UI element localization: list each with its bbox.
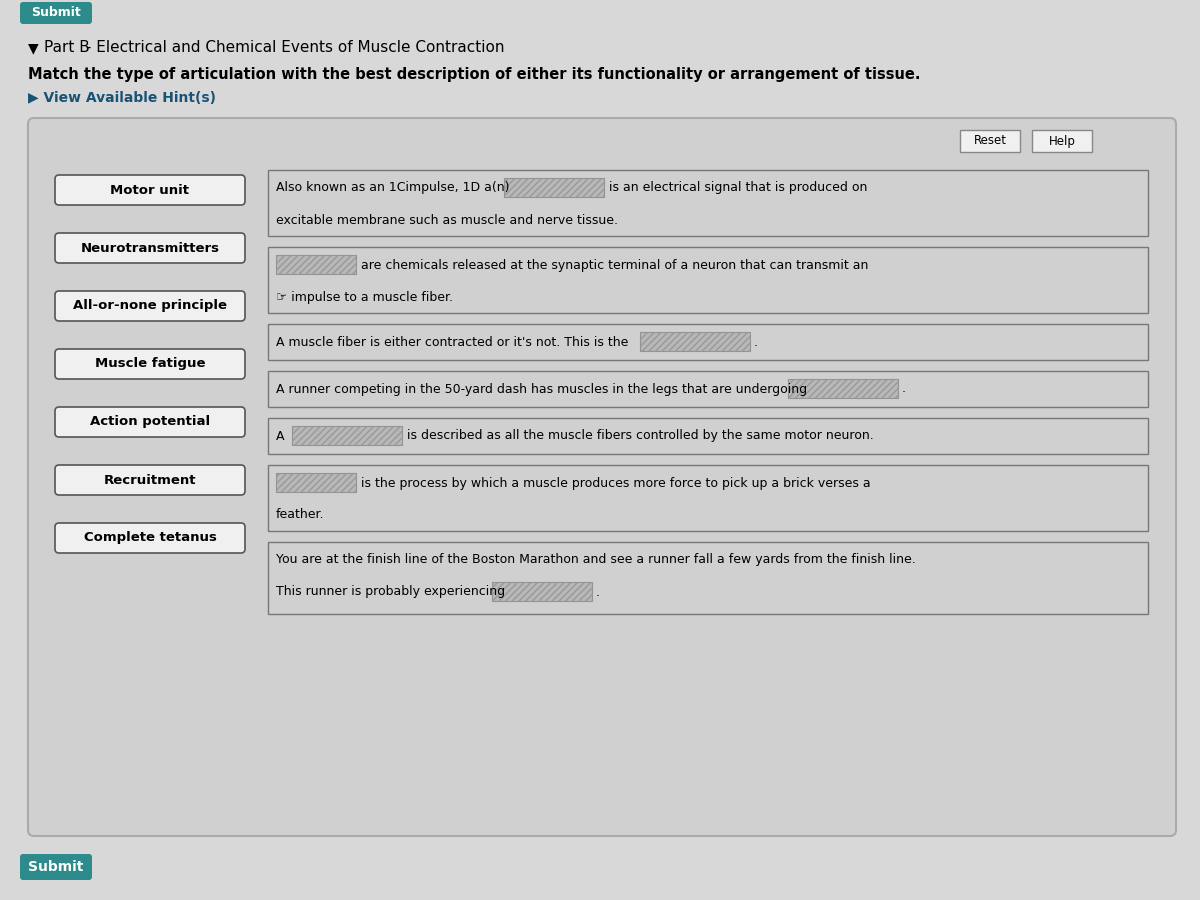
Text: Submit: Submit xyxy=(29,860,84,874)
Text: All-or-none principle: All-or-none principle xyxy=(73,300,227,312)
Text: Submit: Submit xyxy=(31,6,80,20)
Bar xyxy=(276,255,356,274)
Text: ▼: ▼ xyxy=(28,41,38,55)
Text: Muscle fatigue: Muscle fatigue xyxy=(95,357,205,371)
Bar xyxy=(292,426,402,445)
FancyBboxPatch shape xyxy=(28,118,1176,836)
FancyBboxPatch shape xyxy=(55,233,245,263)
Text: is the process by which a muscle produces more force to pick up a brick verses a: is the process by which a muscle produce… xyxy=(361,476,871,490)
Text: Neurotransmitters: Neurotransmitters xyxy=(80,241,220,255)
Bar xyxy=(268,324,1148,360)
Bar xyxy=(960,130,1020,152)
FancyBboxPatch shape xyxy=(55,349,245,379)
Bar xyxy=(504,178,604,197)
Text: A: A xyxy=(276,429,284,443)
Text: Recruitment: Recruitment xyxy=(103,473,197,487)
FancyBboxPatch shape xyxy=(20,854,92,880)
Text: Complete tetanus: Complete tetanus xyxy=(84,532,216,544)
Text: ☞ impulse to a muscle fiber.: ☞ impulse to a muscle fiber. xyxy=(276,291,454,303)
Bar xyxy=(268,371,1148,407)
Bar xyxy=(640,332,750,351)
FancyBboxPatch shape xyxy=(55,175,245,205)
Bar xyxy=(1032,130,1092,152)
Bar xyxy=(276,473,356,492)
Bar xyxy=(504,178,604,197)
Text: Motor unit: Motor unit xyxy=(110,184,190,196)
Text: This runner is probably experiencing: This runner is probably experiencing xyxy=(276,586,505,598)
FancyBboxPatch shape xyxy=(55,407,245,437)
Text: is an electrical signal that is produced on: is an electrical signal that is produced… xyxy=(610,182,868,194)
Bar xyxy=(640,332,750,351)
Text: - Electrical and Chemical Events of Muscle Contraction: - Electrical and Chemical Events of Musc… xyxy=(82,40,504,56)
Bar xyxy=(268,465,1148,531)
Text: .: . xyxy=(596,586,600,598)
Text: Match the type of articulation with the best description of either its functiona: Match the type of articulation with the … xyxy=(28,67,920,82)
Bar xyxy=(268,247,1148,313)
Text: are chemicals released at the synaptic terminal of a neuron that can transmit an: are chemicals released at the synaptic t… xyxy=(361,258,869,272)
Bar xyxy=(788,379,898,398)
Text: Help: Help xyxy=(1049,134,1075,148)
Bar xyxy=(268,542,1148,614)
Text: Part B: Part B xyxy=(44,40,90,56)
FancyBboxPatch shape xyxy=(55,523,245,553)
Text: A muscle fiber is either contracted or it's not. This is the: A muscle fiber is either contracted or i… xyxy=(276,336,629,348)
Text: A runner competing in the 50-yard dash has muscles in the legs that are undergoi: A runner competing in the 50-yard dash h… xyxy=(276,382,808,395)
Bar xyxy=(788,379,898,398)
Bar xyxy=(292,426,402,445)
Text: ▶ View Available Hint(s): ▶ View Available Hint(s) xyxy=(28,91,216,105)
FancyBboxPatch shape xyxy=(20,2,92,24)
Bar xyxy=(268,170,1148,236)
Bar xyxy=(492,582,592,601)
Text: excitable membrane such as muscle and nerve tissue.: excitable membrane such as muscle and ne… xyxy=(276,213,618,227)
Bar xyxy=(268,418,1148,454)
Text: is described as all the muscle fibers controlled by the same motor neuron.: is described as all the muscle fibers co… xyxy=(407,429,874,443)
Text: You are at the finish line of the Boston Marathon and see a runner fall a few ya: You are at the finish line of the Boston… xyxy=(276,554,916,566)
FancyBboxPatch shape xyxy=(55,291,245,321)
Text: Also known as an 1Cimpulse, 1D a(n): Also known as an 1Cimpulse, 1D a(n) xyxy=(276,182,510,194)
Bar xyxy=(492,582,592,601)
Bar xyxy=(276,473,356,492)
Text: feather.: feather. xyxy=(276,508,324,521)
Bar xyxy=(276,255,356,274)
Text: Action potential: Action potential xyxy=(90,416,210,428)
Text: .: . xyxy=(902,382,906,395)
FancyBboxPatch shape xyxy=(55,465,245,495)
Text: Reset: Reset xyxy=(973,134,1007,148)
Text: .: . xyxy=(754,336,758,348)
